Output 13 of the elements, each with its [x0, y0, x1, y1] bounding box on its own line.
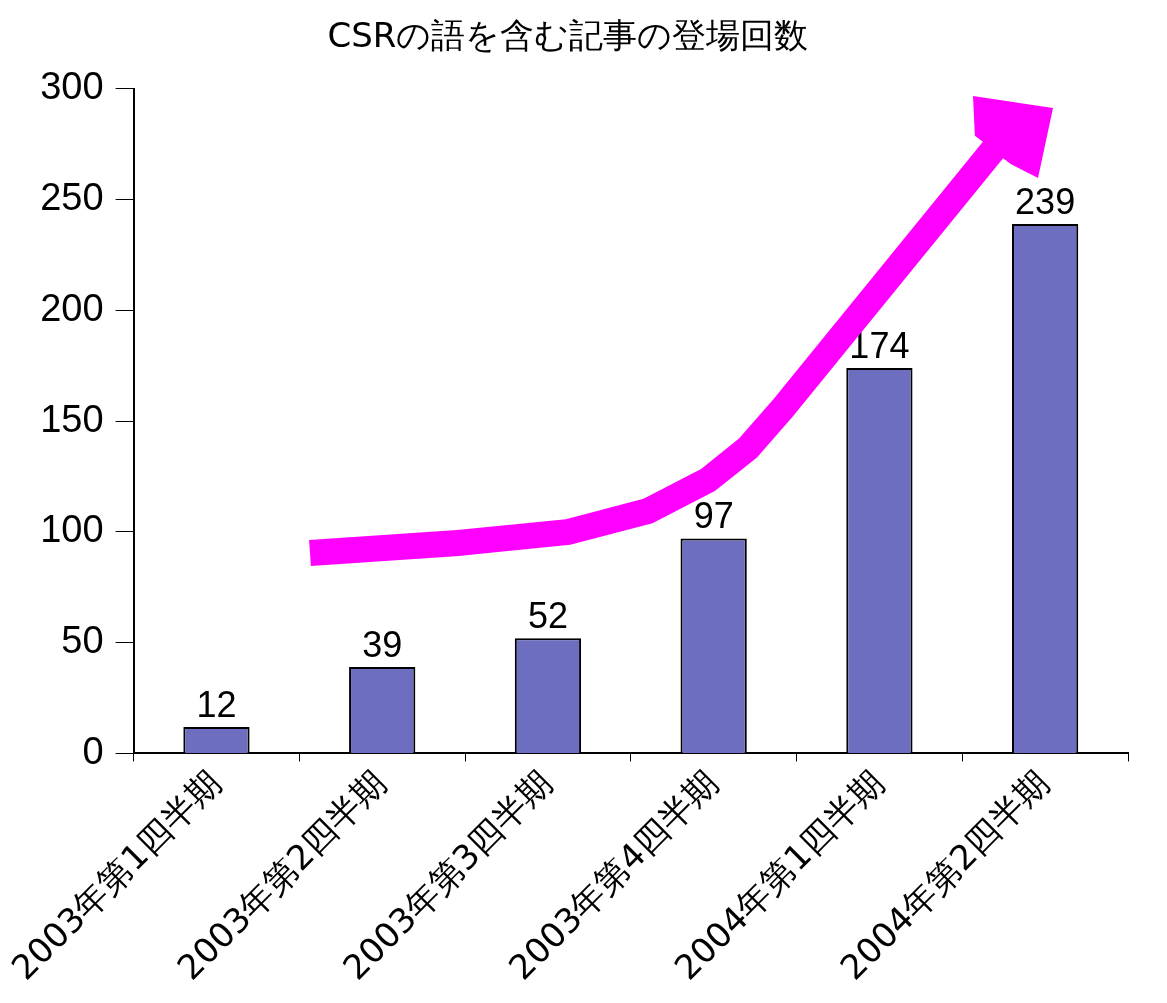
y-tick-label: 250: [40, 176, 104, 219]
data-label: 39: [362, 623, 403, 665]
y-tick-label: 0: [82, 729, 104, 772]
y-tick-label: 200: [40, 286, 104, 329]
y-tick-label: 150: [40, 397, 104, 440]
data-label: 12: [196, 683, 237, 725]
data-label: 239: [1015, 180, 1076, 222]
data-label: 52: [527, 595, 568, 637]
y-tick-label: 50: [61, 619, 104, 662]
y-tick-label: 300: [40, 65, 104, 108]
chart-title: CSRの語を含む記事の登場回数: [327, 15, 809, 56]
data-label: 97: [693, 495, 734, 537]
y-tick-label: 100: [40, 508, 104, 551]
